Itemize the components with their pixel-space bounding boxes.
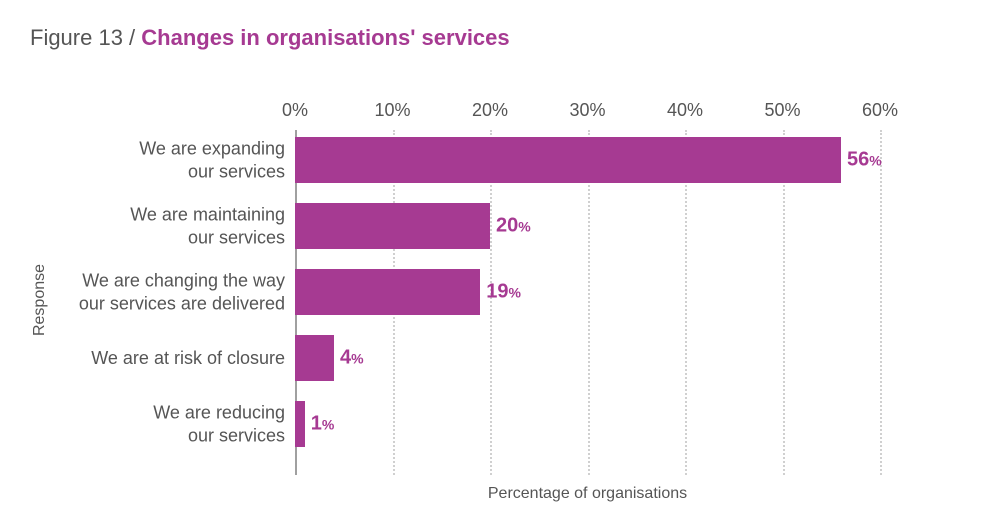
- figure-main-title: Changes in organisations' services: [141, 25, 509, 50]
- x-tick-label: 10%: [374, 100, 410, 121]
- bar-row: We are expandingour services 56%: [0, 137, 1000, 183]
- bar-row: We are changing the wayour services are …: [0, 269, 1000, 315]
- x-tick-label: 20%: [472, 100, 508, 121]
- bar-value: 1%: [311, 413, 335, 436]
- bar-value: 20%: [496, 215, 531, 238]
- bar-label: We are expandingour services: [5, 138, 285, 183]
- bar-row: We are maintainingour services 20%: [0, 203, 1000, 249]
- bar-row: We are at risk of closure 4%: [0, 335, 1000, 381]
- figure-prefix: Figure 13 /: [30, 25, 141, 50]
- bar-value: 56%: [847, 149, 882, 172]
- bar-label: We are maintainingour services: [5, 204, 285, 249]
- bar-value: 4%: [340, 347, 364, 370]
- bar: [295, 401, 305, 447]
- x-tick-label: 60%: [862, 100, 898, 121]
- x-tick-label: 40%: [667, 100, 703, 121]
- bar: [295, 269, 480, 315]
- bar-label: We are changing the wayour services are …: [5, 270, 285, 315]
- bar: [295, 335, 334, 381]
- bar-value: 19%: [486, 281, 521, 304]
- bar-chart: Response Percentage of organisations 0%1…: [0, 75, 1000, 505]
- x-tick-label: 50%: [764, 100, 800, 121]
- bar-row: We are reducingour services 1%: [0, 401, 1000, 447]
- x-axis-title: Percentage of organisations: [488, 485, 687, 503]
- figure-title: Figure 13 / Changes in organisations' se…: [30, 25, 510, 51]
- bar-label: We are at risk of closure: [5, 347, 285, 370]
- bar: [295, 203, 490, 249]
- x-tick-label: 30%: [569, 100, 605, 121]
- x-tick-label: 0%: [282, 100, 308, 121]
- bar-label: We are reducingour services: [5, 402, 285, 447]
- bar: [295, 137, 841, 183]
